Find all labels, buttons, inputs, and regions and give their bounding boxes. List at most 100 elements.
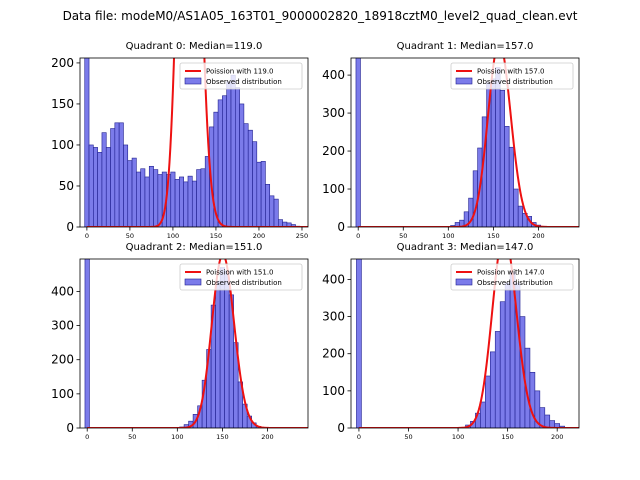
histogram-bar: [234, 87, 240, 227]
y-tick-label: 0: [337, 421, 345, 435]
x-tick-label: 200: [532, 232, 544, 240]
histogram-bar: [196, 169, 202, 227]
legend-bar-swatch: [184, 77, 202, 85]
y-tick-label: 400: [322, 272, 345, 286]
histogram-bar: [105, 147, 111, 227]
legend-label-observed: Observed distribution: [206, 279, 282, 287]
histogram-bar: [504, 282, 511, 428]
histogram-bar: [265, 184, 271, 227]
histogram-bar: [356, 259, 362, 428]
histogram-bar: [97, 152, 103, 227]
y-tick-label: 400: [51, 284, 74, 298]
histogram-bar: [101, 132, 107, 227]
histogram-bars: [356, 259, 565, 428]
histogram-bar: [230, 74, 236, 227]
histogram-bar: [170, 171, 176, 227]
histogram-bar: [489, 351, 496, 428]
plot-area: [84, 58, 308, 227]
x-tick-label: 100: [167, 232, 179, 240]
y-tick-label: 150: [51, 97, 74, 111]
histogram-bar: [256, 161, 262, 227]
histogram-bar: [191, 180, 197, 227]
x-tick-label: 100: [442, 232, 454, 240]
histogram-bar: [269, 195, 275, 227]
y-tick-label: 200: [322, 144, 345, 158]
x-tick-label: 150: [216, 433, 228, 441]
histogram-bar: [252, 141, 258, 227]
legend-box: [179, 62, 303, 90]
y-tick-label: 0: [337, 220, 345, 234]
legend: Poission with 119.0 Observed distribution: [179, 62, 303, 90]
histogram-bar: [513, 188, 519, 227]
histogram-bar: [544, 414, 551, 428]
x-tick-label: 50: [128, 433, 136, 441]
legend-label-poisson: Poission with 119.0: [206, 68, 274, 76]
histogram-bar: [480, 401, 486, 428]
histogram-bar: [260, 161, 266, 227]
histogram-bar: [273, 198, 279, 227]
y-tick-label: 300: [322, 106, 345, 120]
histogram-bars: [84, 58, 301, 227]
x-tick-label: 0: [85, 433, 89, 441]
histogram-panels: Quadrant 0: Median=119.0 0 50 100 150 200 250 0…: [51, 41, 580, 441]
histogram-bar: [174, 179, 180, 227]
histogram-bar: [517, 205, 523, 227]
panel-quadrant-2: Quadrant 2: Median=151.0 0 50 100 150 200 0 100…: [51, 242, 309, 441]
legend: Poission with 147.0 Observed distribution: [450, 263, 574, 291]
legend-box: [450, 263, 574, 291]
x-tick-label: 100: [171, 433, 183, 441]
histogram-bar: [183, 181, 189, 227]
y-tick-label: 300: [51, 319, 74, 333]
y-tick-label: 200: [322, 347, 345, 361]
histogram-bar: [508, 146, 514, 227]
histogram-bar: [499, 301, 506, 428]
legend-label-poisson: Poission with 157.0: [477, 68, 545, 76]
y-tick-label: 200: [51, 353, 74, 367]
panel-quadrant-1: Quadrant 1: Median=157.0 0 50 100 150 200 0 100…: [322, 41, 580, 240]
histogram-bar: [239, 103, 245, 227]
histogram-bar: [226, 81, 232, 227]
x-tick-label: 50: [399, 232, 407, 240]
poisson-curve: [358, 259, 579, 428]
histogram-bar: [114, 122, 120, 227]
histogram-bar: [504, 126, 510, 227]
panel-title: Quadrant 0: Median=119.0: [126, 41, 263, 52]
y-tick-label: 400: [322, 68, 345, 82]
histogram-bar: [355, 58, 361, 227]
histogram-bar: [243, 123, 249, 227]
x-tick-label: 200: [261, 433, 273, 441]
histogram-bar: [84, 259, 90, 428]
histogram-bar: [84, 58, 90, 227]
legend-bar-swatch: [184, 278, 202, 286]
panel-title: Quadrant 3: Median=147.0: [397, 242, 534, 253]
legend-box: [179, 263, 303, 291]
legend-label-poisson: Poission with 151.0: [206, 269, 274, 277]
y-tick-label: 100: [51, 138, 74, 152]
histogram-bar: [278, 219, 283, 227]
y-tick-label: 0: [66, 220, 74, 234]
x-tick-label: 150: [210, 232, 222, 240]
legend-bar-swatch: [455, 278, 473, 286]
histogram-bar: [499, 89, 505, 227]
figure-suptitle: Data file: modeM0/AS1A05_163T01_90000028…: [63, 9, 578, 23]
histogram-bar: [110, 128, 116, 227]
x-tick-label: 0: [356, 232, 360, 240]
x-tick-label: 250: [296, 232, 308, 240]
axes-frame: [79, 57, 309, 228]
x-tick-label: 50: [404, 433, 412, 441]
histogram-bar: [219, 267, 225, 428]
x-tick-label: 150: [501, 433, 513, 441]
histogram-bar: [118, 122, 124, 227]
x-tick-label: 200: [551, 433, 563, 441]
histogram-bar: [93, 147, 98, 227]
x-tick-label: 100: [452, 433, 464, 441]
legend-label-observed: Observed distribution: [477, 78, 553, 86]
histogram-bar: [136, 171, 141, 227]
y-tick-label: 50: [59, 179, 74, 193]
histogram-bar: [217, 99, 223, 227]
y-tick-label: 100: [51, 387, 74, 401]
histogram-bar: [490, 78, 496, 227]
histogram-bar: [144, 176, 150, 227]
axes-frame: [350, 258, 580, 429]
